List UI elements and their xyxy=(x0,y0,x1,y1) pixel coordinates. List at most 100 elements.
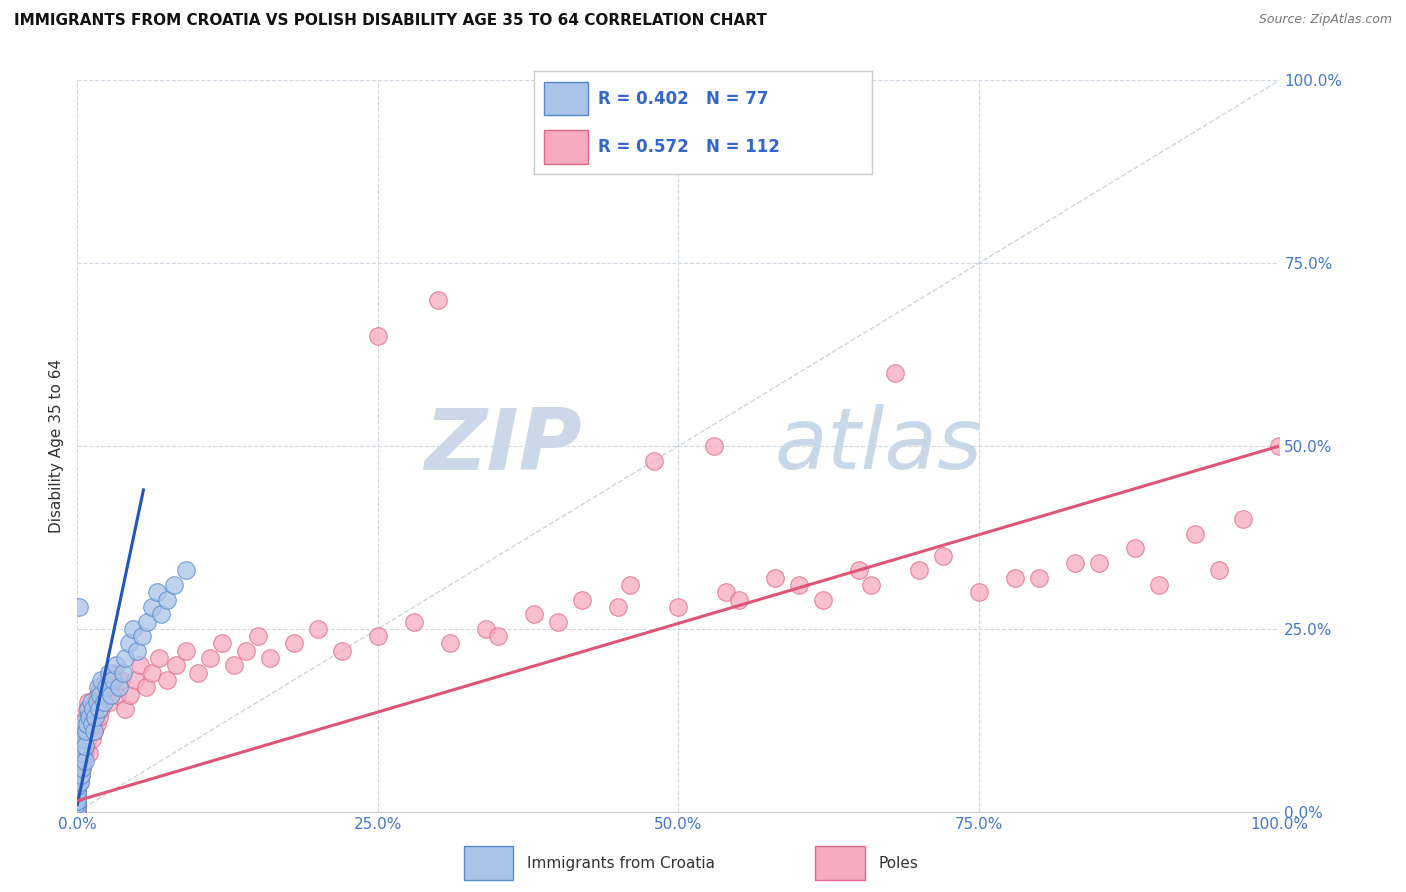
Point xyxy=(93,695,115,709)
Point xyxy=(66,805,89,819)
Point xyxy=(86,695,108,709)
Point xyxy=(787,578,810,592)
Point xyxy=(70,754,93,768)
Point xyxy=(76,702,98,716)
Point xyxy=(66,724,89,739)
Point xyxy=(70,739,93,753)
Point xyxy=(100,681,122,695)
Point xyxy=(114,702,136,716)
Point xyxy=(1028,571,1050,585)
Point xyxy=(66,801,89,815)
Point xyxy=(70,768,93,782)
Point xyxy=(307,622,329,636)
Point xyxy=(87,681,110,695)
Point xyxy=(66,731,89,746)
Point xyxy=(90,702,112,716)
Point xyxy=(87,688,110,702)
Point xyxy=(439,636,461,650)
Point xyxy=(69,761,91,775)
Text: Poles: Poles xyxy=(879,855,918,871)
Point xyxy=(67,761,90,775)
Point xyxy=(607,599,630,614)
Point xyxy=(703,439,725,453)
Point xyxy=(73,746,96,760)
Point xyxy=(475,622,498,636)
Point xyxy=(66,794,89,808)
Point xyxy=(104,658,127,673)
Point xyxy=(111,665,134,680)
Point xyxy=(716,585,738,599)
Point xyxy=(330,644,353,658)
Point xyxy=(70,739,93,753)
Point xyxy=(66,761,89,775)
Point xyxy=(211,636,233,650)
Point xyxy=(619,578,641,592)
Point xyxy=(165,658,187,673)
Bar xyxy=(544,81,588,115)
Point xyxy=(82,702,104,716)
Point xyxy=(547,615,569,629)
Point xyxy=(1064,556,1087,570)
Text: R = 0.402   N = 77: R = 0.402 N = 77 xyxy=(599,90,769,108)
Point xyxy=(141,665,163,680)
Point xyxy=(72,724,94,739)
Point xyxy=(87,709,110,723)
Point xyxy=(84,695,107,709)
Point xyxy=(66,728,89,742)
Point xyxy=(66,768,89,782)
Point xyxy=(77,695,100,709)
Point xyxy=(73,739,96,753)
Point xyxy=(66,761,89,775)
Point xyxy=(1149,578,1171,592)
Point xyxy=(90,673,112,687)
Point xyxy=(76,731,98,746)
Point xyxy=(66,779,89,793)
Bar xyxy=(544,130,588,163)
Point xyxy=(128,658,150,673)
Point xyxy=(70,768,93,782)
Point xyxy=(121,622,143,636)
Point xyxy=(66,772,89,786)
Point xyxy=(908,563,931,577)
Point xyxy=(66,764,89,779)
Point xyxy=(69,746,91,760)
Point xyxy=(76,717,98,731)
Point xyxy=(66,775,89,789)
Point xyxy=(131,629,153,643)
Point xyxy=(198,651,221,665)
Point xyxy=(66,768,89,782)
Point xyxy=(69,775,91,789)
Point xyxy=(79,695,101,709)
Point xyxy=(1184,526,1206,541)
Text: ZIP: ZIP xyxy=(425,404,582,488)
Point xyxy=(859,578,882,592)
Point xyxy=(66,787,89,801)
Point xyxy=(883,366,905,380)
Point xyxy=(79,717,101,731)
Point xyxy=(73,754,96,768)
Point xyxy=(1088,556,1111,570)
Point xyxy=(66,757,89,772)
Point xyxy=(66,782,89,797)
Text: atlas: atlas xyxy=(775,404,983,488)
Point xyxy=(66,794,89,808)
Point xyxy=(66,797,89,812)
Point xyxy=(97,695,120,709)
Point xyxy=(156,592,179,607)
Point xyxy=(89,681,111,695)
Point xyxy=(80,731,103,746)
Point xyxy=(174,644,197,658)
Point xyxy=(83,724,105,739)
Point xyxy=(156,673,179,687)
Point xyxy=(66,735,89,749)
Point xyxy=(66,735,89,749)
Point xyxy=(105,688,128,702)
Point xyxy=(79,746,101,760)
Point xyxy=(1268,439,1291,453)
Point xyxy=(87,702,110,716)
Point xyxy=(136,615,159,629)
Point xyxy=(1123,541,1146,556)
Point xyxy=(103,665,125,680)
Point xyxy=(66,739,89,753)
Point xyxy=(80,717,103,731)
